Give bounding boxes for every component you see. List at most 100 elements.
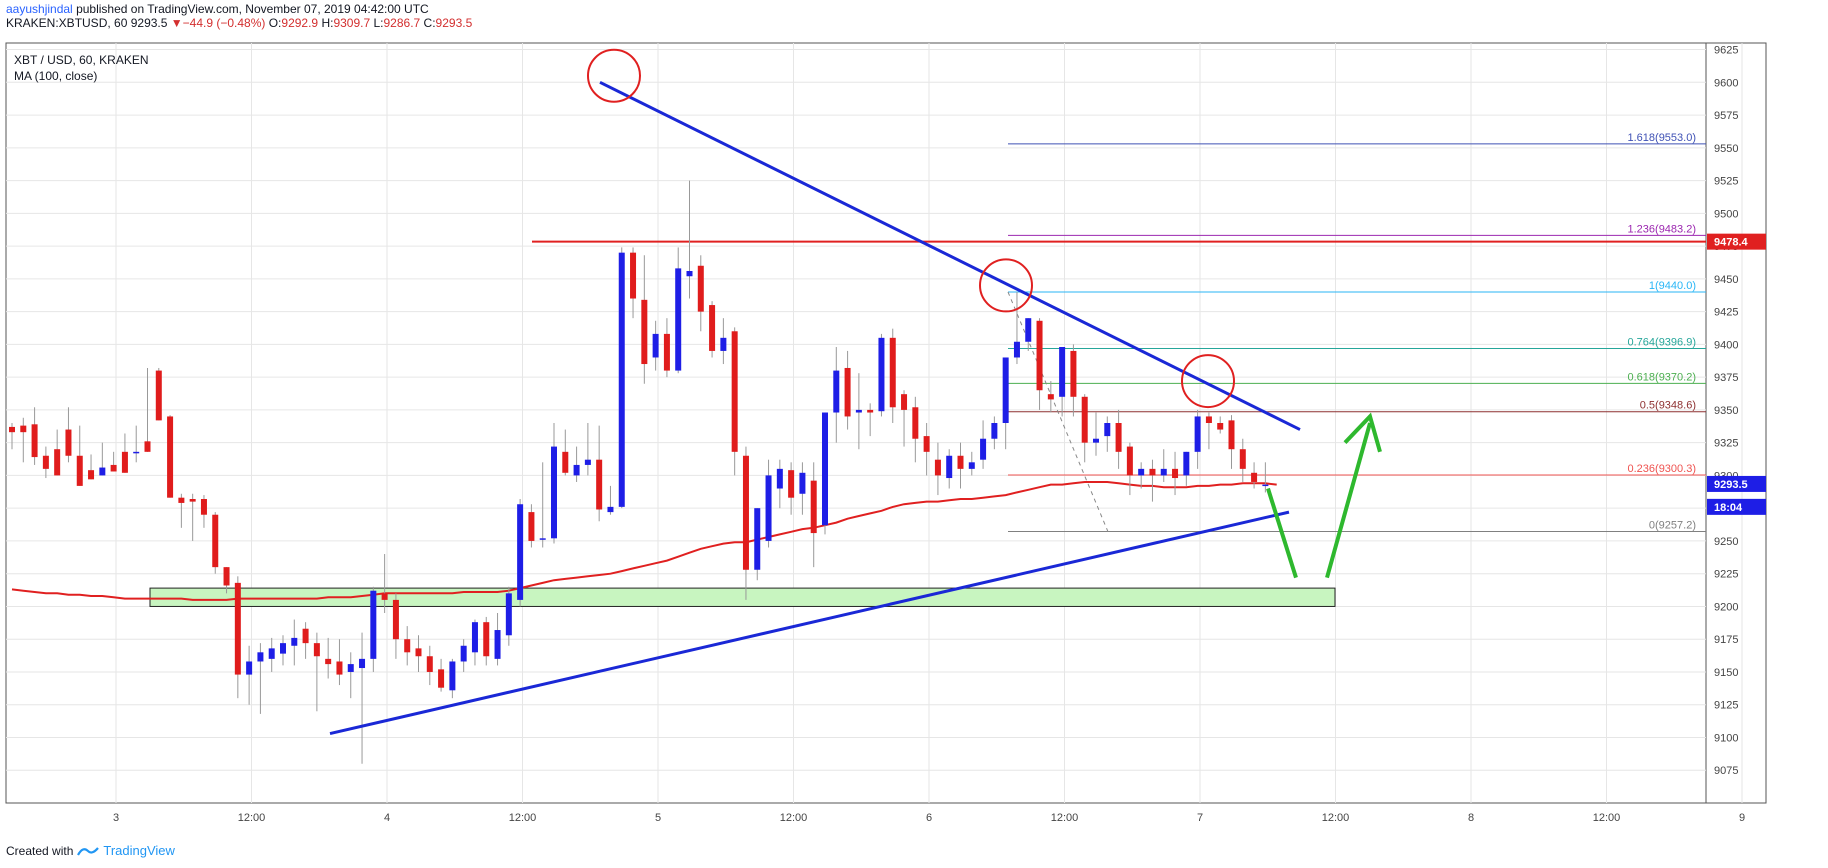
candle-up bbox=[980, 438, 987, 460]
candle-down bbox=[596, 459, 603, 510]
y-tick-label: 9100 bbox=[1714, 732, 1738, 744]
tradingview-brand-link[interactable]: TradingView bbox=[103, 843, 175, 858]
candle-up bbox=[946, 455, 953, 479]
candle-down bbox=[528, 512, 535, 541]
price-tag-label: 9478.4 bbox=[1714, 237, 1749, 249]
candle-up bbox=[460, 645, 467, 662]
candle-up bbox=[449, 661, 456, 691]
candle-up bbox=[1183, 451, 1190, 476]
y-tick-label: 9125 bbox=[1714, 700, 1738, 712]
price-tag-label: 9293.5 bbox=[1714, 479, 1748, 491]
candle-up bbox=[347, 664, 354, 672]
x-tick-label: 12:00 bbox=[780, 812, 808, 824]
y-tick-label: 9200 bbox=[1714, 601, 1738, 613]
candle-down bbox=[1081, 396, 1088, 443]
candle-down bbox=[1172, 468, 1179, 479]
candle-up bbox=[822, 412, 828, 526]
close-label: C: bbox=[423, 16, 436, 30]
candle-up bbox=[1025, 318, 1032, 342]
tradingview-logo-icon bbox=[77, 846, 100, 856]
candle-up bbox=[833, 370, 840, 413]
highlight-circle bbox=[1181, 354, 1235, 409]
ohlc-line: KRAKEN:XBTUSD, 60 9293.5 ▼−44.9 (−0.48%)… bbox=[6, 16, 472, 30]
fib-level-label: 0.5(9348.6) bbox=[1640, 400, 1696, 412]
candle-up bbox=[1194, 416, 1201, 452]
candle-up bbox=[765, 475, 772, 541]
close-value: 9293.5 bbox=[435, 16, 473, 30]
y-tick-label: 9250 bbox=[1714, 536, 1738, 548]
candle-down bbox=[54, 449, 61, 476]
candle-down bbox=[234, 582, 241, 675]
arrow-up-head bbox=[1343, 412, 1382, 453]
low-value: 9286.7 bbox=[383, 16, 421, 30]
candle-down bbox=[110, 464, 117, 472]
candle-down bbox=[934, 459, 941, 476]
candle-down bbox=[788, 470, 795, 498]
candle-down bbox=[1251, 472, 1258, 482]
candle-up bbox=[686, 271, 693, 277]
candle-up bbox=[359, 658, 366, 669]
candle-down bbox=[663, 333, 670, 371]
chart-legend: XBT / USD, 60, KRAKEN MA (100, close) bbox=[14, 52, 149, 84]
ma100-line bbox=[11, 481, 1277, 601]
candle-down bbox=[76, 455, 83, 486]
y-tick-label: 9075 bbox=[1714, 765, 1738, 777]
x-tick-label: 12:00 bbox=[1051, 812, 1079, 824]
candle-down bbox=[189, 499, 196, 502]
y-tick-label: 9325 bbox=[1714, 438, 1738, 450]
candle-up bbox=[291, 637, 298, 646]
candle-down bbox=[844, 367, 851, 417]
legend-indicator: MA (100, close) bbox=[14, 69, 98, 83]
candle-down bbox=[167, 416, 174, 498]
low-label: L: bbox=[373, 16, 384, 30]
candle-up bbox=[1104, 423, 1111, 437]
candle-down bbox=[144, 441, 151, 452]
candle-up bbox=[573, 464, 580, 476]
candle-down bbox=[1205, 416, 1212, 423]
candle-down bbox=[912, 407, 919, 439]
candle-up bbox=[1013, 341, 1020, 358]
last-price: 9293.5 bbox=[130, 16, 168, 30]
candle-up bbox=[584, 459, 591, 465]
chart-footer: Created with TradingView bbox=[6, 843, 175, 858]
y-tick-label: 9500 bbox=[1714, 208, 1738, 220]
candle-up bbox=[1138, 468, 1145, 476]
candle-down bbox=[212, 514, 219, 568]
candle-down bbox=[1149, 468, 1156, 476]
x-tick-label: 6 bbox=[926, 812, 932, 824]
y-tick-label: 9450 bbox=[1714, 274, 1738, 286]
candle-down bbox=[641, 299, 648, 365]
y-tick-label: 9175 bbox=[1714, 634, 1738, 646]
open-label: O: bbox=[268, 16, 282, 30]
candle-up bbox=[607, 506, 614, 513]
price-tag-label: 18:04 bbox=[1714, 502, 1743, 514]
candle-down bbox=[88, 470, 95, 480]
candle-down bbox=[1036, 320, 1043, 391]
y-tick-label: 9225 bbox=[1714, 569, 1738, 581]
fib-level-label: 0.236(9300.3) bbox=[1628, 463, 1697, 475]
candle-down bbox=[562, 451, 569, 473]
candle-up bbox=[505, 593, 512, 636]
candle-down bbox=[742, 455, 749, 570]
high-label: H: bbox=[321, 16, 334, 30]
candle-up bbox=[539, 538, 546, 540]
y-tick-label: 9550 bbox=[1714, 143, 1738, 155]
y-tick-label: 9375 bbox=[1714, 372, 1738, 384]
candle-down bbox=[1126, 446, 1133, 476]
candle-up bbox=[1093, 438, 1099, 443]
price-tag bbox=[1707, 233, 1766, 250]
candle-up bbox=[855, 409, 862, 413]
x-tick-label: 12:00 bbox=[509, 812, 537, 824]
candle-down bbox=[155, 370, 162, 421]
candle-up bbox=[471, 622, 478, 653]
candle-down bbox=[302, 628, 309, 644]
fib-connector-line bbox=[1007, 291, 1109, 532]
candle-up bbox=[1160, 468, 1167, 476]
author-link[interactable]: aayushjindal bbox=[6, 2, 73, 16]
candle-down bbox=[121, 451, 128, 473]
y-tick-label: 9600 bbox=[1714, 77, 1738, 89]
candle-up bbox=[280, 643, 286, 654]
x-tick-label: 7 bbox=[1197, 812, 1203, 824]
candle-up bbox=[675, 268, 682, 371]
